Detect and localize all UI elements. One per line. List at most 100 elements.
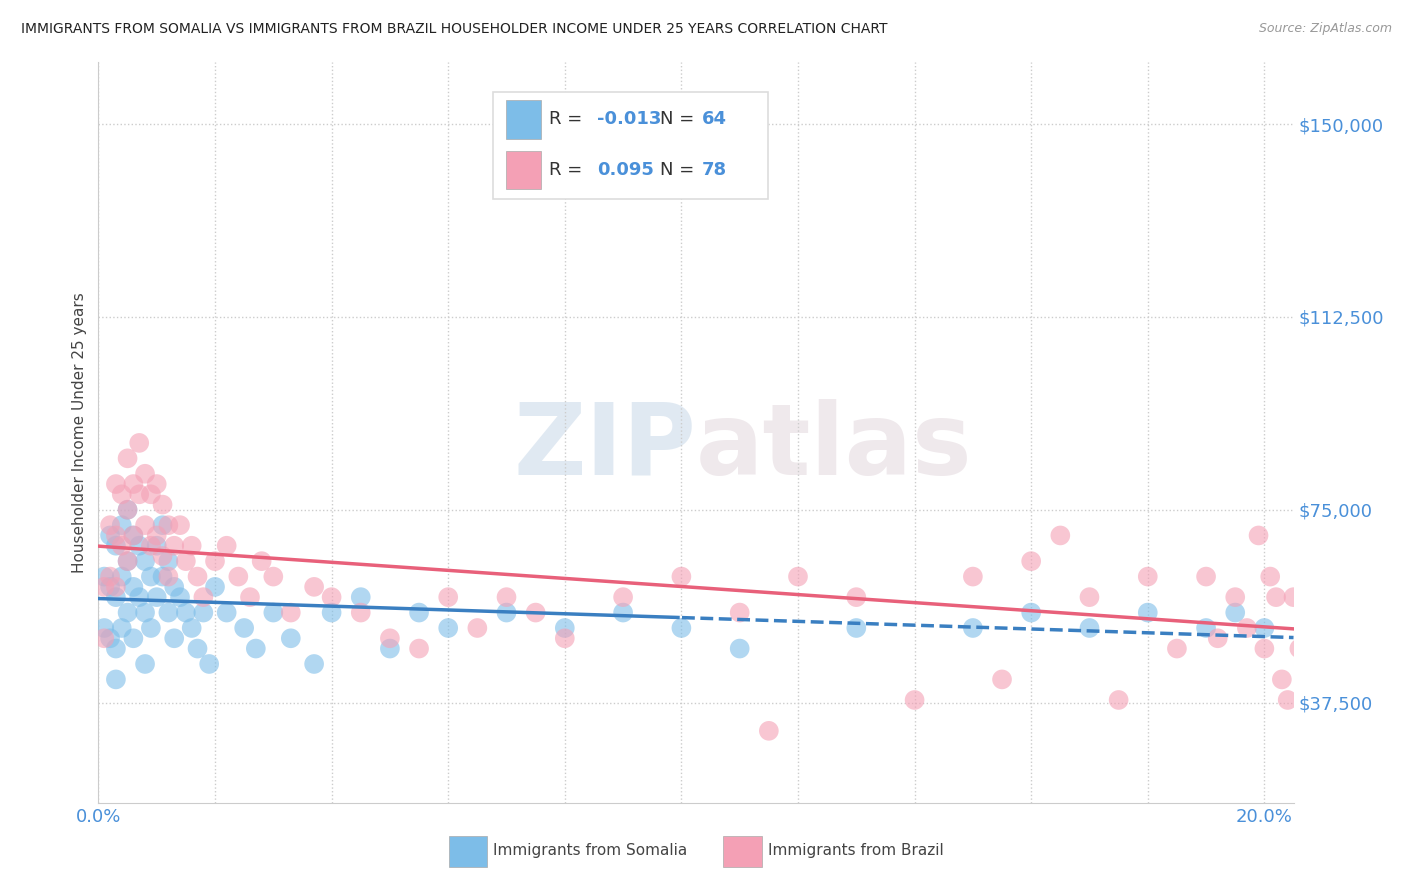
Point [612,590,634,604]
Point [302,580,325,594]
Point [117,554,139,568]
Point [1277,693,1299,707]
Point [1282,590,1305,604]
Point [180,621,202,635]
Text: N =: N = [661,111,700,128]
Point [962,569,984,583]
Point [139,539,162,553]
Point [111,621,134,635]
Point [93,621,115,635]
Point [1136,606,1159,620]
Point [111,518,134,533]
Point [408,606,430,620]
Point [93,569,115,583]
Point [378,632,401,646]
Point [122,632,145,646]
Text: atlas: atlas [696,399,973,496]
Point [128,539,150,553]
Point [787,569,810,583]
Point [280,632,302,646]
Point [378,641,401,656]
Point [122,528,145,542]
Point [233,621,256,635]
Point [1288,641,1310,656]
Point [350,590,373,604]
Text: 0.095: 0.095 [596,161,654,178]
Point [524,606,547,620]
Point [1195,621,1218,635]
Point [104,477,127,491]
Text: -0.013: -0.013 [596,111,661,128]
Point [163,632,186,646]
Text: R =: R = [548,111,588,128]
FancyBboxPatch shape [506,151,541,189]
Point [1166,641,1188,656]
Point [157,554,180,568]
Point [128,436,150,450]
Point [186,641,208,656]
Point [991,673,1014,687]
Point [186,569,208,583]
Point [204,554,226,568]
Point [104,580,127,594]
Point [1225,606,1247,620]
Point [671,621,693,635]
Point [198,657,221,671]
Point [163,580,186,594]
Point [262,569,284,583]
Point [111,569,134,583]
Point [145,477,167,491]
Point [117,554,139,568]
Point [845,590,868,604]
Point [145,528,167,542]
Point [758,723,780,738]
Point [1195,569,1218,583]
Point [554,621,576,635]
Point [215,606,238,620]
Point [1019,554,1042,568]
Point [122,580,145,594]
Point [139,487,162,501]
Point [612,606,634,620]
Point [350,606,373,620]
Point [1236,621,1258,635]
Point [1019,606,1042,620]
Point [302,657,325,671]
Text: Immigrants from Somalia: Immigrants from Somalia [494,844,688,858]
Point [204,580,226,594]
Point [215,539,238,553]
Point [152,569,174,583]
Point [111,487,134,501]
Point [122,477,145,491]
Point [250,554,273,568]
Point [1247,528,1270,542]
Point [1108,693,1130,707]
Point [321,590,343,604]
Point [1206,632,1229,646]
Point [93,580,115,594]
Point [174,554,197,568]
Point [280,606,302,620]
Point [98,528,121,542]
Point [437,590,460,604]
Point [98,569,121,583]
Point [1258,569,1281,583]
Point [128,487,150,501]
Point [98,580,121,594]
Text: ZIP: ZIP [513,399,696,496]
Point [134,467,156,481]
Point [1253,641,1275,656]
Point [117,502,139,516]
Text: Source: ZipAtlas.com: Source: ZipAtlas.com [1258,22,1392,36]
Point [157,606,180,620]
Point [152,498,174,512]
Point [157,518,180,533]
Point [117,451,139,466]
Point [1294,569,1316,583]
Point [554,632,576,646]
Point [903,693,925,707]
Text: 78: 78 [702,161,727,178]
Point [152,518,174,533]
Point [1299,518,1322,533]
Point [728,641,751,656]
